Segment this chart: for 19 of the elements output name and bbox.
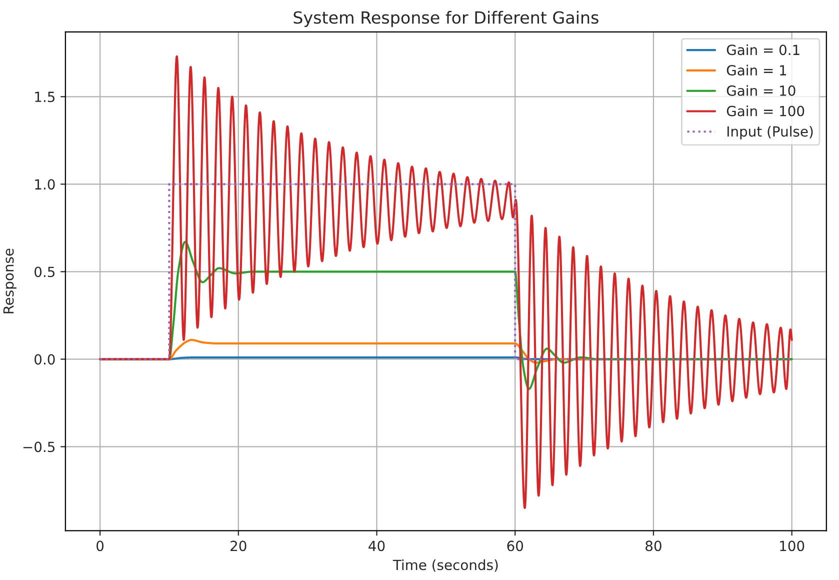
x-tick-label: 100 bbox=[780, 540, 804, 552]
legend-label: Input (Pulse) bbox=[727, 126, 813, 140]
x-tick-label: 40 bbox=[368, 540, 385, 552]
y-tick-label: 1.0 bbox=[35, 179, 55, 190]
legend-label: Gain = 100 bbox=[726, 106, 804, 116]
x-tick-label: 20 bbox=[230, 540, 246, 552]
chart-title: System Response for Different Gains bbox=[294, 10, 598, 28]
y-tick-label: 0.5 bbox=[34, 266, 55, 278]
y-tick-label: 0.0 bbox=[34, 354, 55, 365]
x-tick-label: 60 bbox=[507, 540, 524, 552]
x-tick-label: 0 bbox=[96, 540, 104, 552]
legend-label: Gain = 0.1 bbox=[726, 44, 800, 56]
x-tick-label: 80 bbox=[646, 540, 662, 552]
legend-label: Gain = 1 bbox=[726, 64, 786, 76]
y-tick-label: −0.5 bbox=[23, 442, 55, 452]
legend-label: Gain = 10 bbox=[726, 85, 796, 96]
y-tick-label: 1.5 bbox=[35, 92, 55, 102]
x-axis-title: Time (seconds) bbox=[392, 559, 498, 572]
y-axis-title: Response bbox=[3, 248, 16, 314]
